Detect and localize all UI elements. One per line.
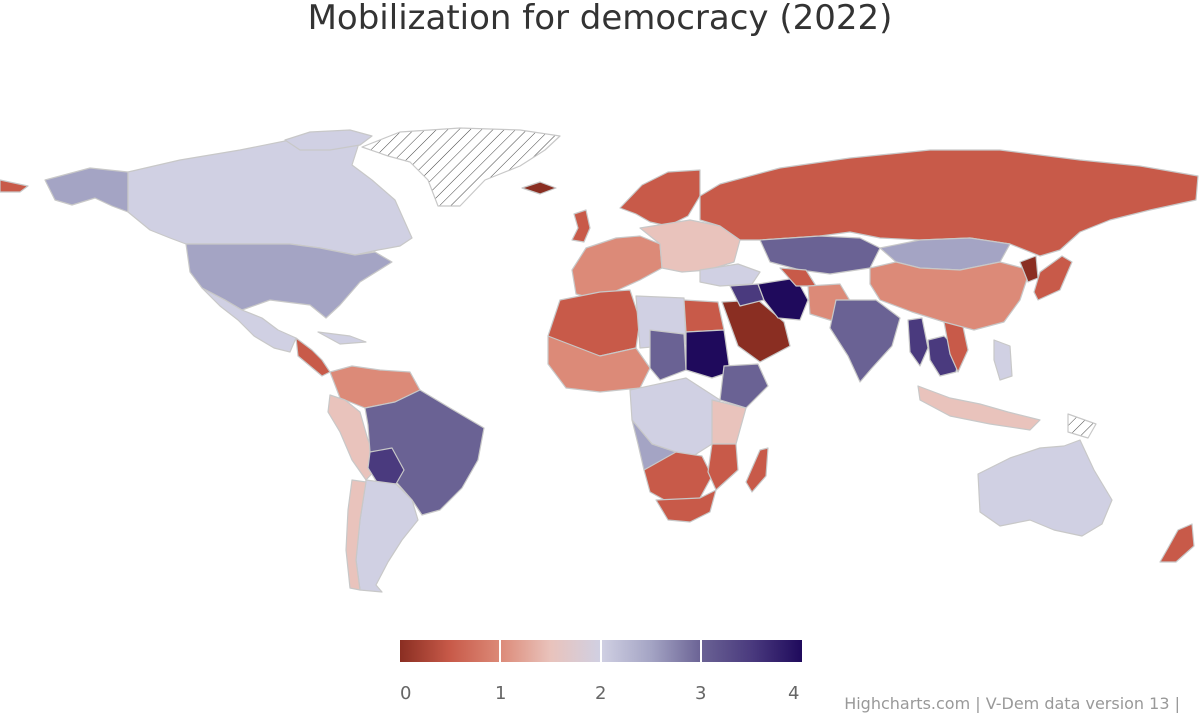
region-indonesia[interactable] <box>917 385 1041 431</box>
region-egypt[interactable] <box>683 299 725 333</box>
legend-tick-0: 0 <box>400 683 412 704</box>
credits-link[interactable]: Highcharts.com | V-Dem data version 13 | <box>844 694 1180 713</box>
legend-tick-3: 3 <box>695 683 707 704</box>
region-kazakhstan[interactable] <box>759 235 881 275</box>
region-canada[interactable] <box>127 134 413 256</box>
region-chile[interactable] <box>345 479 367 591</box>
chart-title: Mobilization for democracy (2022) <box>307 0 893 38</box>
region-iceland[interactable] <box>521 181 557 195</box>
color-legend-bar <box>400 640 802 662</box>
legend-tick-1: 1 <box>495 683 507 704</box>
region-ethiopia[interactable] <box>719 363 769 409</box>
region-sudan[interactable] <box>685 329 731 379</box>
legend-tick-4: 4 <box>788 683 800 704</box>
region-canada-islands[interactable] <box>284 129 373 151</box>
region-china[interactable] <box>869 261 1031 331</box>
region-usa[interactable] <box>185 243 393 319</box>
region-cuba[interactable] <box>317 331 367 345</box>
region-greenland[interactable] <box>361 127 561 207</box>
region-mozambique[interactable] <box>707 443 739 491</box>
legend-tick-2: 2 <box>595 683 607 704</box>
region-namibia-botswana[interactable] <box>643 451 713 503</box>
region-chad[interactable] <box>649 329 687 381</box>
region-western-europe[interactable] <box>571 235 663 301</box>
region-alaska[interactable] <box>44 167 129 213</box>
region-chukotka[interactable] <box>0 179 29 193</box>
region-papua-new-guinea[interactable] <box>1067 413 1097 439</box>
region-south-africa[interactable] <box>655 489 717 523</box>
region-india[interactable] <box>829 299 901 383</box>
region-east-africa[interactable] <box>711 399 747 445</box>
region-scandinavia[interactable] <box>619 169 701 227</box>
region-uk[interactable] <box>571 209 591 243</box>
region-new-zealand[interactable] <box>1159 523 1195 563</box>
region-myanmar[interactable] <box>907 317 929 367</box>
region-mexico[interactable] <box>201 287 297 353</box>
region-central-america[interactable] <box>295 337 331 377</box>
region-japan[interactable] <box>1033 255 1073 301</box>
region-australia[interactable] <box>977 439 1113 537</box>
region-madagascar[interactable] <box>745 447 769 493</box>
region-argentina[interactable] <box>355 479 419 593</box>
region-philippines[interactable] <box>993 339 1013 381</box>
region-eastern-europe[interactable] <box>639 219 741 273</box>
